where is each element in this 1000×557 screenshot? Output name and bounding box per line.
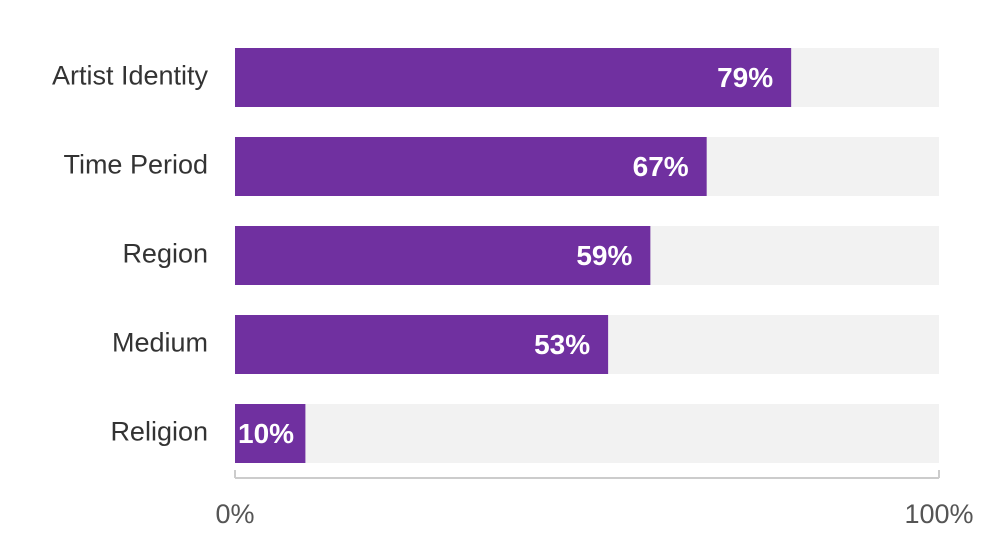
category-label: Medium	[112, 328, 208, 358]
bar	[235, 404, 306, 463]
bar	[235, 226, 651, 285]
category-label: Religion	[110, 417, 208, 447]
value-label: 59%	[576, 240, 632, 271]
category-label: Region	[122, 239, 208, 269]
bar	[235, 48, 792, 107]
value-label: 53%	[534, 329, 590, 360]
bar-track	[235, 404, 939, 463]
category-label: Artist Identity	[52, 61, 209, 91]
category-label: Time Period	[63, 150, 208, 180]
bar	[235, 137, 707, 196]
x-tick-label: 0%	[215, 499, 254, 529]
bar	[235, 315, 609, 374]
x-tick-label: 100%	[904, 499, 973, 529]
value-label: 79%	[717, 62, 773, 93]
value-label: 10%	[238, 418, 294, 449]
value-label: 67%	[633, 151, 689, 182]
